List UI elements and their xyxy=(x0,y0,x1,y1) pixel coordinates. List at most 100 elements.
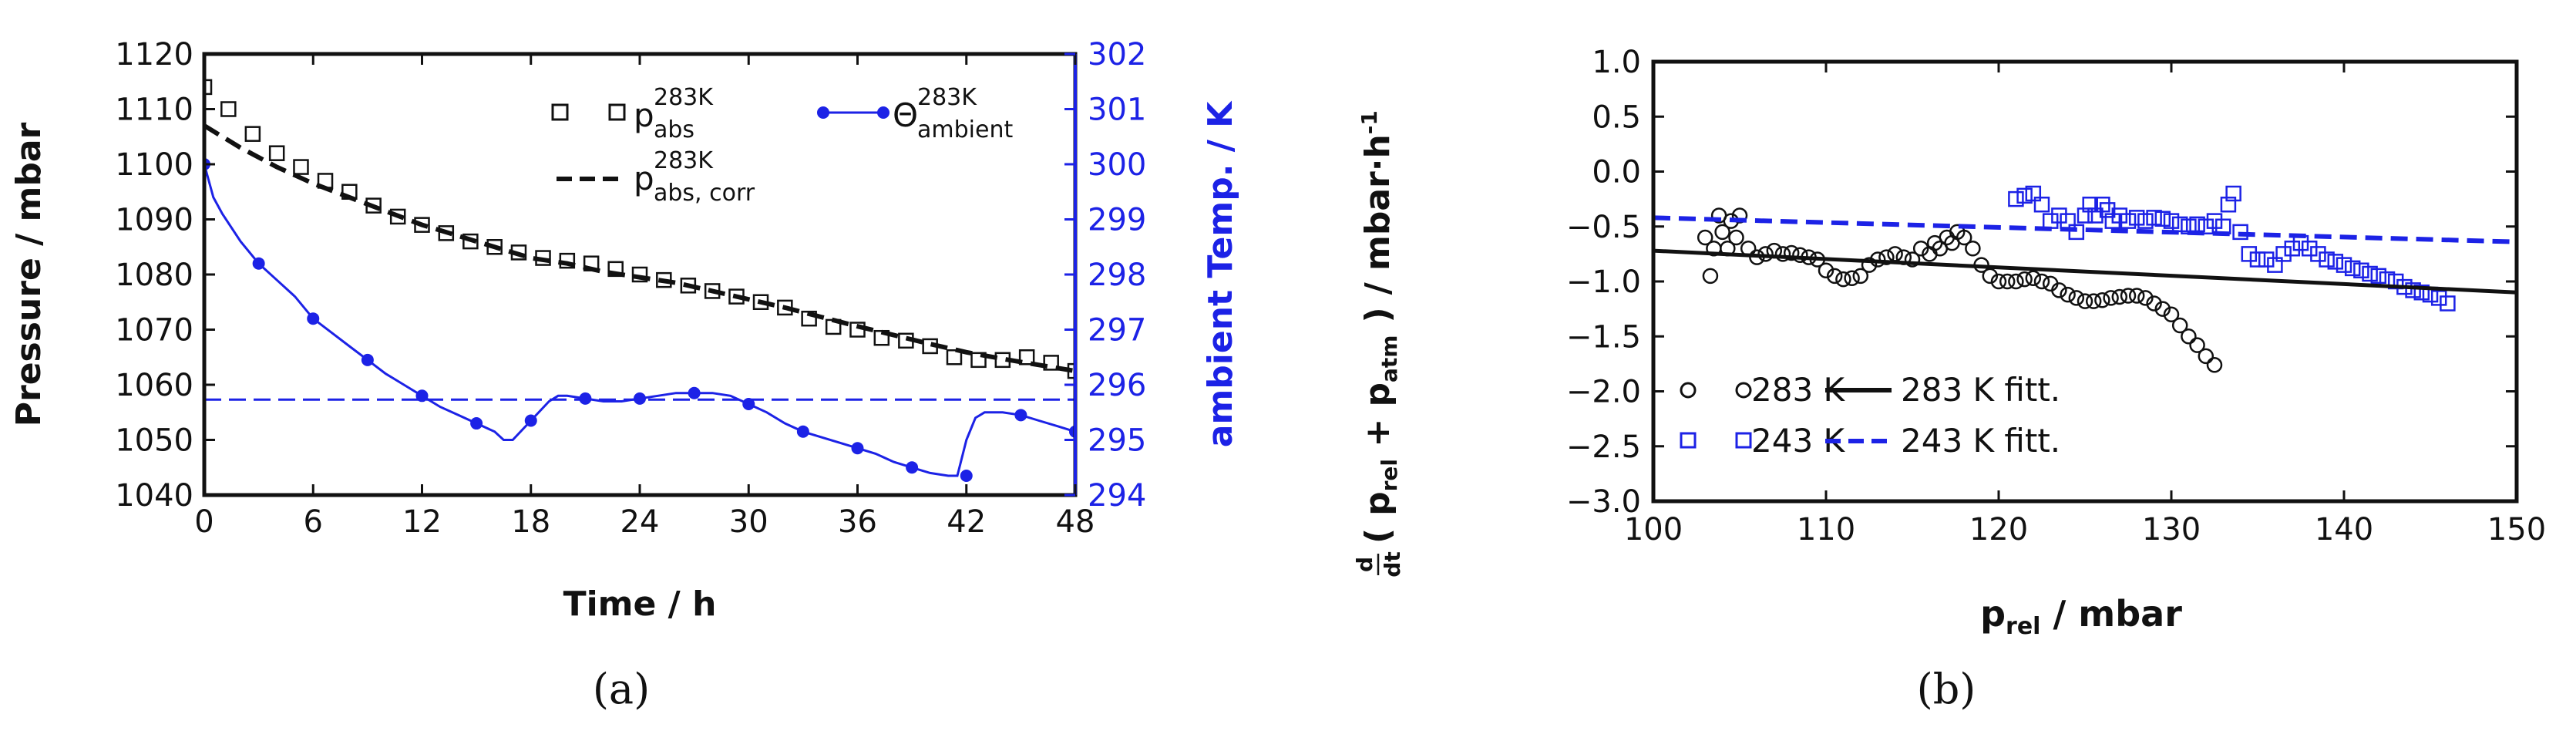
panel-b-y-plus: + xyxy=(1358,406,1397,459)
legend-283k-marker-2 xyxy=(1735,382,1752,399)
y2-tick-label: 297 xyxy=(1088,313,1146,349)
point-243k xyxy=(2440,295,2456,312)
point-283k xyxy=(1904,251,1921,268)
x-tick-label: 36 xyxy=(838,504,877,540)
legend-p-abs-sup: 283K xyxy=(654,84,714,111)
point-283k xyxy=(2094,291,2110,308)
point-243k xyxy=(2370,268,2387,285)
y-tick-label: 0.0 xyxy=(1592,155,1641,190)
y2-tick-label: 294 xyxy=(1088,478,1146,514)
pressure-abs-point xyxy=(414,217,430,233)
legend-p-abs-sub: abs xyxy=(654,116,694,143)
point-243k xyxy=(2077,207,2093,224)
point-283k xyxy=(1982,268,1999,285)
point-283k xyxy=(2111,288,2128,305)
y-tick-label: 1090 xyxy=(115,203,193,238)
legend-p-abs-corr: p 283K abs, corr xyxy=(557,147,755,207)
panel-b-plot-area xyxy=(1653,185,2517,373)
point-243k xyxy=(2310,246,2326,262)
point-283k xyxy=(2163,306,2180,322)
fit-line-243k xyxy=(1653,215,2517,244)
panel-b-y-p2-sub: atm xyxy=(1377,335,1402,382)
pressure-abs-point xyxy=(607,261,624,278)
x-tick-label: 140 xyxy=(2315,512,2373,547)
panel-b-y-label-body: (prel + patm)/ mbar·h-1 xyxy=(1357,110,1402,544)
ambient-temperature-point xyxy=(579,392,592,405)
panel-b-y-axis-label: d dt (prel + patm)/ mbar·h-1 xyxy=(1352,110,1405,578)
point-283k xyxy=(1912,241,1929,257)
point-243k xyxy=(2206,213,2223,229)
point-283k xyxy=(2077,293,2093,309)
y-tick-label: −2.5 xyxy=(1566,430,1641,465)
point-283k xyxy=(2051,282,2067,298)
point-243k xyxy=(2094,197,2110,213)
pressure-abs-point xyxy=(970,352,987,369)
ambient-temperature-point xyxy=(796,425,809,438)
point-283k xyxy=(2171,317,2188,334)
y-tick-label: 0.5 xyxy=(1592,99,1641,135)
pressure-abs-point xyxy=(204,79,213,96)
fit-line-283k xyxy=(1653,248,2517,295)
point-283k xyxy=(2128,288,2145,304)
y-tick-label: 1110 xyxy=(115,93,193,128)
panel-b-caption: (b) xyxy=(1917,665,1976,713)
y-tick-label: 1120 xyxy=(115,37,193,72)
y-tick-label: 1080 xyxy=(115,258,193,293)
y-tick-label: −1.5 xyxy=(1566,319,1641,355)
legend-283k-fit: 283 K fitt. xyxy=(1825,371,2060,409)
point-243k xyxy=(2128,210,2145,226)
point-283k xyxy=(1852,268,1869,285)
point-243k xyxy=(2171,216,2188,233)
ambient-temperature-point xyxy=(960,469,973,482)
panel-b-y-p2: p xyxy=(1358,382,1397,407)
y-tick-label: 1.0 xyxy=(1592,45,1641,80)
panel-b-y-close: ) xyxy=(1358,307,1397,322)
point-283k xyxy=(2008,273,2024,290)
x-tick-label: 30 xyxy=(729,504,768,540)
y-tick-label: 1100 xyxy=(115,147,193,183)
panel-a-y2-ticks: 294 295 296 297 298 299 300 301 302 xyxy=(1064,37,1146,514)
ambient-temperature-point xyxy=(742,398,755,411)
x-tick-label: 100 xyxy=(1624,512,1683,547)
legend-243k-marker-2 xyxy=(1735,432,1752,449)
point-243k xyxy=(2267,257,2283,273)
legend-theta: Θ 283K ambient xyxy=(817,84,1013,143)
point-243k xyxy=(2068,224,2085,241)
point-283k xyxy=(1714,224,1730,241)
point-243k xyxy=(2198,218,2214,234)
y2-tick-label: 296 xyxy=(1088,368,1146,403)
point-283k xyxy=(2016,271,2033,288)
x-tick-label: 48 xyxy=(1056,504,1095,540)
point-283k xyxy=(2120,288,2137,304)
point-283k xyxy=(2137,290,2154,306)
point-243k xyxy=(2241,246,2258,262)
panel-a-plot-area xyxy=(204,79,1075,482)
point-243k xyxy=(2163,213,2180,229)
point-283k xyxy=(1731,207,1748,224)
legend-p-abs-corr-sup: 283K xyxy=(654,147,714,174)
point-283k xyxy=(1783,244,1800,261)
ambient-temperature-point xyxy=(688,386,701,399)
panel-b-x-label-base: p xyxy=(1980,593,2006,635)
panel-b-y-unit-sup: -1 xyxy=(1357,110,1382,134)
point-243k xyxy=(2082,197,2098,213)
point-283k xyxy=(1990,273,2007,290)
x-tick-label: 12 xyxy=(402,504,442,540)
panel-b-y-ticks: −3.0 −2.5 −2.0 −1.5 −1.0 −0.5 0.0 0.5 1.0 xyxy=(1566,45,2517,520)
point-243k xyxy=(2362,265,2378,282)
point-283k xyxy=(1965,241,1981,257)
point-243k xyxy=(2284,241,2301,257)
pressure-abs-point xyxy=(220,101,237,117)
point-283k xyxy=(1887,246,1903,262)
panel-a-x-ticks: 0 6 12 18 24 30 36 42 48 xyxy=(194,54,1095,540)
point-243k xyxy=(2120,213,2137,229)
y-tick-label: −2.0 xyxy=(1566,375,1641,410)
legend-p-abs-marker-2 xyxy=(608,103,626,121)
point-283k xyxy=(2103,290,2119,306)
point-243k xyxy=(2051,207,2067,224)
point-283k xyxy=(2025,270,2042,286)
pressure-abs-point xyxy=(244,126,261,142)
point-243k xyxy=(2154,211,2171,227)
panel-b-x-axis-label: prel / mbar xyxy=(1980,593,2182,640)
x-tick-label: 150 xyxy=(2487,512,2546,547)
